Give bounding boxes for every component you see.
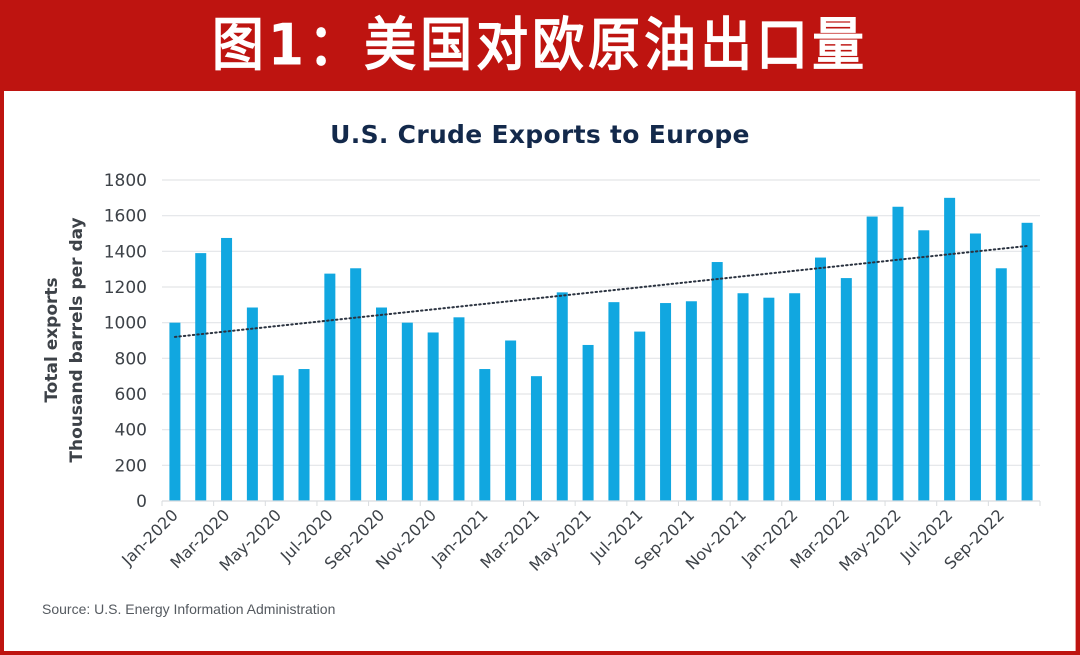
bar — [608, 302, 620, 501]
trendline-line — [173, 244, 1029, 338]
bar — [505, 340, 517, 501]
bar — [660, 303, 672, 501]
trendline — [173, 244, 1029, 338]
figure-header: 图1：美国对欧原油出口量 — [0, 0, 1080, 91]
bar — [582, 344, 594, 501]
y-axis-label-line1: Total exports — [42, 277, 62, 402]
y-axis-ticks: 0 200 400 600 800 1000 1200 1400 1600 1800 — [104, 171, 147, 512]
bar — [840, 278, 852, 501]
bar — [892, 206, 904, 501]
bar — [221, 237, 233, 502]
y-tick-label: 1600 — [104, 207, 147, 227]
bar — [1021, 222, 1033, 502]
figure-caption: 图1：美国对欧原油出口量 — [211, 12, 869, 79]
bar — [298, 369, 310, 501]
bar-series — [169, 197, 1033, 502]
y-tick-label: 1400 — [104, 242, 147, 262]
y-tick-label: 800 — [115, 349, 147, 369]
chart-title: U.S. Crude Exports to Europe — [330, 120, 750, 149]
y-tick-label: 0 — [136, 492, 147, 512]
x-axis-ticks: Jan-2020Mar-2020May-2020Jul-2020Sep-2020… — [117, 505, 1008, 575]
bar — [324, 273, 336, 501]
bar — [376, 307, 387, 501]
bar — [195, 253, 207, 501]
y-tick-label: 1800 — [104, 171, 147, 191]
bar — [556, 292, 568, 501]
y-axis-label-line2: Thousand barrels per day — [67, 217, 87, 462]
y-tick-label: 200 — [115, 456, 147, 476]
bar — [479, 369, 491, 501]
bar — [350, 268, 362, 501]
bar — [169, 322, 181, 501]
bar — [737, 293, 749, 501]
y-tick-label: 1000 — [104, 314, 147, 334]
bar — [685, 301, 697, 501]
bar — [969, 233, 981, 501]
source-note: Source: U.S. Energy Information Administ… — [42, 601, 336, 617]
bar — [815, 257, 826, 501]
bar — [634, 331, 646, 501]
bar — [272, 375, 284, 501]
bar — [995, 268, 1007, 501]
bar — [944, 197, 956, 502]
bar — [530, 376, 542, 501]
x-axis — [161, 500, 1041, 506]
bar — [246, 307, 258, 501]
y-tick-label: 400 — [115, 421, 147, 441]
bar — [401, 322, 413, 501]
bar — [918, 230, 930, 502]
y-tick-label: 1200 — [104, 278, 147, 298]
bar — [453, 317, 465, 501]
y-axis-label: Total exports Thousand barrels per day — [42, 217, 87, 462]
bar — [711, 262, 723, 501]
bar — [789, 293, 801, 501]
bar — [763, 297, 775, 501]
bar — [427, 332, 439, 501]
gridlines — [162, 179, 1040, 466]
bar — [866, 216, 878, 501]
y-tick-label: 600 — [115, 385, 147, 405]
